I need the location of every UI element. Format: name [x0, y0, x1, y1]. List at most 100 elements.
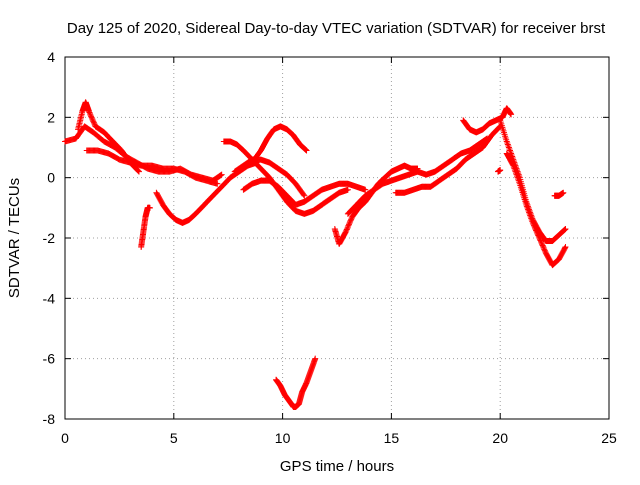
data-point	[530, 221, 537, 228]
data-point	[560, 189, 567, 196]
data-point	[343, 226, 350, 233]
ticks: 0 5 10 15 20 25 -8 -6 -4 -2 0 2 4	[43, 49, 617, 446]
data-point	[508, 111, 515, 118]
data-point	[87, 112, 94, 119]
x-tick-label: 0	[61, 430, 69, 446]
data-point	[534, 231, 541, 238]
data-point	[300, 191, 307, 198]
data-point	[135, 167, 142, 174]
data-point	[562, 225, 569, 232]
y-tick-label: -2	[43, 230, 56, 246]
data-point	[530, 222, 537, 229]
data-point	[535, 232, 542, 239]
data-point	[89, 117, 96, 124]
y-tick-label: 2	[47, 109, 55, 125]
data-point	[537, 237, 544, 244]
data-point	[533, 228, 540, 235]
series-arc-8	[240, 177, 369, 208]
data-point	[146, 204, 153, 211]
series-arc-16	[503, 150, 569, 269]
data-markers	[62, 99, 569, 410]
data-point	[531, 223, 538, 230]
series-arc-10	[273, 355, 319, 410]
series-arc-3	[83, 147, 221, 187]
data-point	[90, 118, 97, 125]
series-arc-5	[153, 159, 260, 226]
data-point	[538, 238, 544, 245]
x-tick-label: 10	[275, 430, 291, 446]
x-tick-label: 5	[170, 430, 178, 446]
data-point	[302, 147, 309, 154]
data-point	[301, 192, 308, 199]
x-axis-label: GPS time / hours	[280, 458, 394, 475]
data-point	[344, 225, 351, 232]
data-point	[561, 245, 568, 252]
data-point	[539, 242, 546, 249]
data-point	[214, 180, 221, 187]
data-point	[344, 223, 351, 230]
y-tick-label: -8	[43, 411, 56, 427]
data-point	[89, 115, 96, 122]
data-point	[88, 114, 95, 121]
y-tick-label: 4	[47, 49, 55, 65]
series-arc-14	[460, 105, 515, 136]
y-tick-label: 0	[47, 170, 55, 186]
series-arc-6	[220, 138, 351, 217]
data-point	[540, 245, 547, 252]
x-tick-label: 25	[601, 430, 617, 446]
data-point	[538, 240, 545, 247]
data-point	[87, 110, 94, 117]
data-point	[347, 218, 354, 225]
data-point	[346, 220, 353, 227]
y-tick-label: -6	[43, 351, 56, 367]
data-point	[312, 355, 319, 362]
series-arc-17	[495, 167, 504, 175]
data-point	[135, 168, 142, 175]
data-point	[541, 247, 548, 254]
data-point	[345, 221, 352, 228]
data-point	[536, 235, 543, 241]
data-point	[218, 171, 225, 178]
data-point	[533, 227, 540, 234]
x-tick-label: 20	[492, 430, 508, 446]
data-point	[302, 146, 309, 153]
series-arc-12	[344, 135, 491, 217]
y-tick-label: -4	[43, 290, 56, 306]
data-point	[540, 243, 547, 250]
data-point	[217, 172, 224, 179]
data-point	[217, 172, 224, 179]
data-point	[343, 227, 350, 234]
data-point	[91, 120, 98, 127]
data-point	[342, 228, 349, 235]
data-point	[88, 113, 95, 120]
data-point	[86, 109, 93, 116]
data-point	[539, 241, 546, 248]
data-point	[541, 246, 548, 253]
x-tick-label: 15	[384, 430, 400, 446]
series-arc-1	[62, 123, 225, 184]
plot-frame	[64, 56, 610, 420]
data-point	[561, 226, 568, 233]
series-arc-4	[138, 204, 153, 251]
data-point	[303, 147, 310, 154]
data-point	[561, 226, 568, 233]
y-axis-label: SDTVAR / TECUs	[6, 178, 23, 298]
data-point	[532, 224, 539, 231]
data-point	[562, 244, 569, 251]
data-point	[529, 219, 536, 226]
series-arc-7	[231, 156, 308, 199]
data-point	[345, 222, 352, 229]
data-point	[497, 167, 504, 174]
data-point	[534, 229, 541, 236]
data-point	[509, 161, 516, 168]
chart-title: Day 125 of 2020, Sidereal Day-to-day VTE…	[67, 20, 606, 37]
data-point	[347, 217, 354, 224]
data-point	[535, 233, 542, 240]
data-point	[536, 236, 543, 243]
data-point	[344, 186, 351, 193]
data-point	[532, 226, 539, 233]
data-point	[362, 186, 369, 193]
series-arc-9	[249, 123, 310, 166]
